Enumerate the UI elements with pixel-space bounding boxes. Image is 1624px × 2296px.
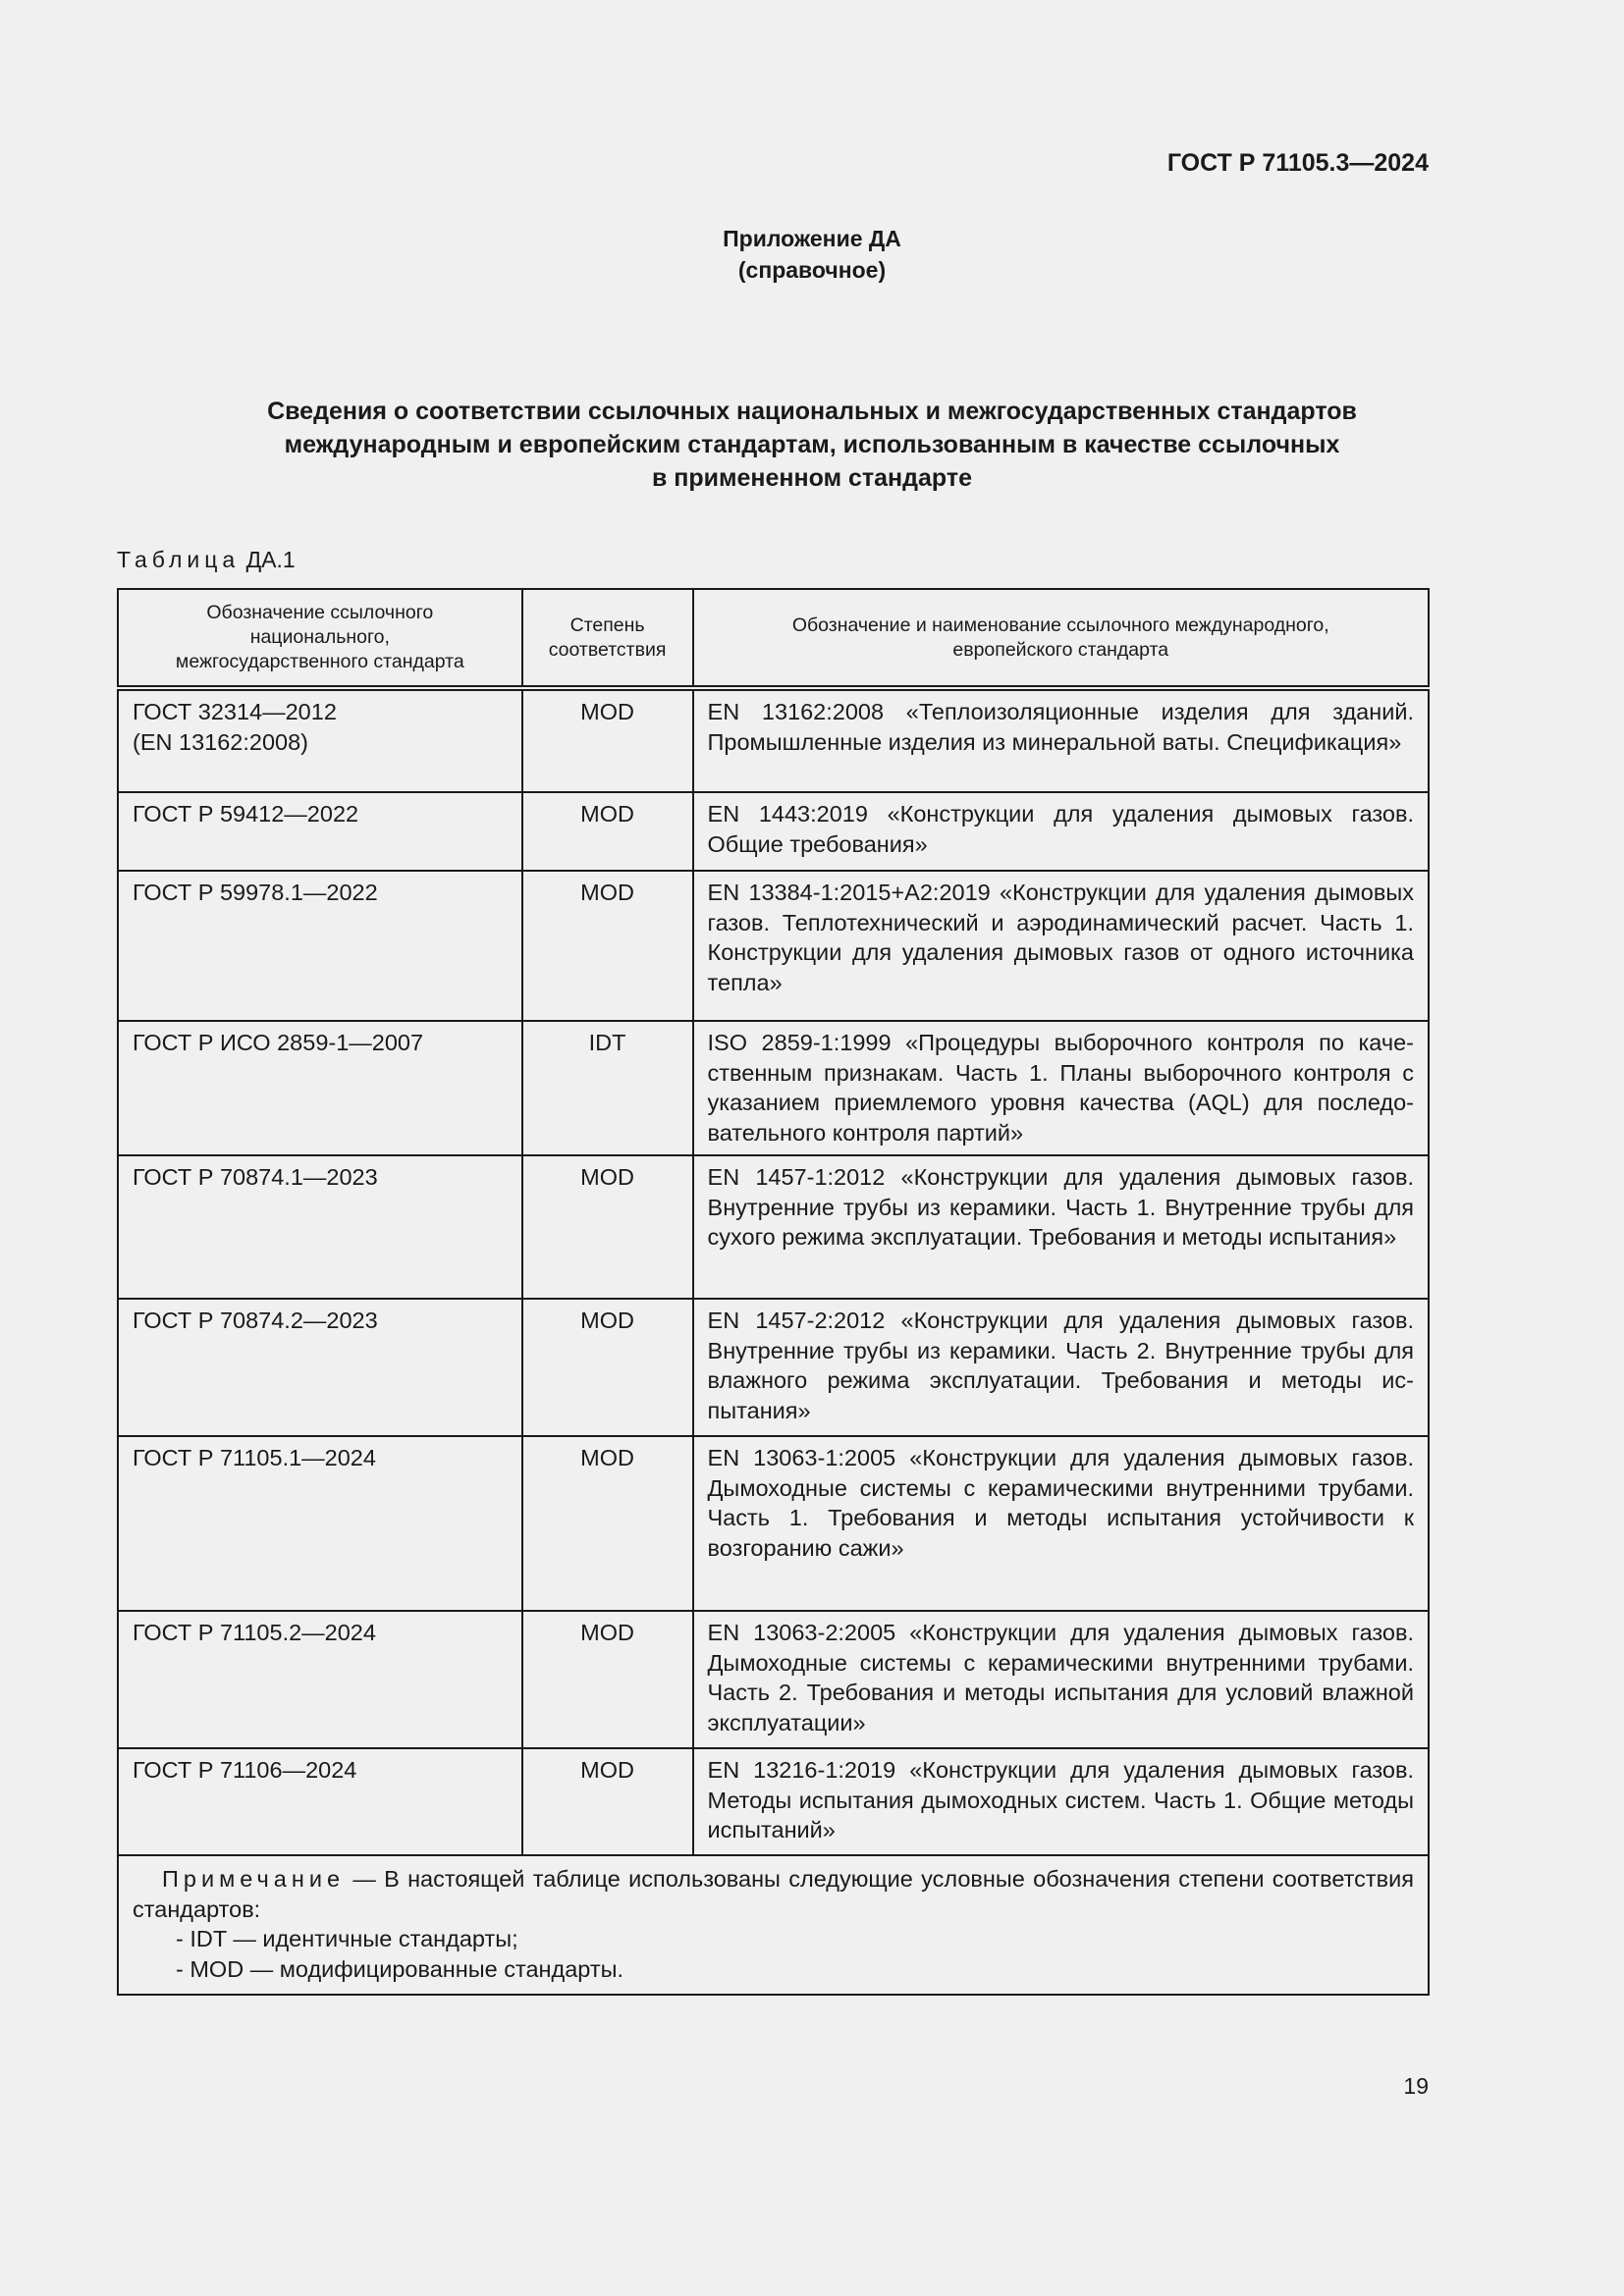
national-code: ГОСТ Р 70874.1—2023 xyxy=(133,1164,378,1190)
note-text: — В настоящей таблице использованы следу… xyxy=(133,1866,1414,1922)
degree-of-correspondence: MOD xyxy=(520,1610,694,1749)
international-standard: EN 1443:2019 «Конструкции для удаления д… xyxy=(691,791,1431,872)
international-standard: EN 1457-2:2012 «Конструкции для удаления… xyxy=(691,1298,1431,1437)
heading-line: в примененном стандарте xyxy=(651,464,973,492)
national-code-equivalent: (EN 13162:2008) xyxy=(133,728,308,755)
note-lead: Примечание xyxy=(162,1866,346,1892)
international-standard: EN 1457-1:2012 «Конструкции для удаления… xyxy=(691,1154,1431,1300)
national-code: ГОСТ 32314—2012 xyxy=(133,699,337,724)
table-row: ГОСТ Р 59412—2022 MOD EN 1443:2019 «Констр… xyxy=(117,791,1431,872)
table-row: ГОСТ Р 70874.1—2023 MOD EN 1457-1:2012 «Ко… xyxy=(117,1154,1431,1300)
international-standard: EN 13216-1:2019 «Конструкции для удалени… xyxy=(691,1747,1431,1856)
national-code: ГОСТ Р 71106—2024 xyxy=(133,1757,357,1783)
table-row: ГОСТ Р 71105.1—2024 MOD EN 13063-1:2005 «К… xyxy=(117,1435,1431,1612)
national-standard: ГОСТ Р 59412—2022 xyxy=(117,791,523,872)
degree-of-correspondence: MOD xyxy=(520,1747,694,1856)
degree-of-correspondence: IDT xyxy=(520,1020,694,1156)
international-standard: EN 13162:2008 «Теплоизоляционные изделия… xyxy=(691,687,1431,793)
section-heading: Сведения о соответствии ссылочных национ… xyxy=(0,395,1624,495)
table-row: ГОСТ 32314—2012 (EN 13162:2008) MOD EN 1316… xyxy=(117,687,1431,793)
column-header-degree: Степень соответствия xyxy=(520,588,694,691)
table-row: ГОСТ Р ИСО 2859-1—2007 IDT ISO 2859-1:1999… xyxy=(117,1020,1431,1156)
degree-of-correspondence: MOD xyxy=(520,1154,694,1300)
international-standard: EN 13063-2:2005 «Конструкции для удалени… xyxy=(691,1610,1431,1749)
column-header-national: Обозначение ссылочного национального, ме… xyxy=(117,588,523,691)
international-standard: EN 13384-1:2015+A2:2019 «Конструкции для… xyxy=(691,870,1431,1022)
table-note-row: Примечание — В настоящей таблице использ… xyxy=(117,1854,1430,1996)
national-standard: ГОСТ Р 71105.2—2024 xyxy=(117,1610,523,1749)
table-label-number: ДА.1 xyxy=(245,547,296,572)
table-header-row: Обозначение ссылочного национального, ме… xyxy=(117,588,1431,691)
degree-of-correspondence: MOD xyxy=(520,870,694,1022)
table-note: Примечание — В настоящей таблице использ… xyxy=(117,1854,1430,1996)
national-code: ГОСТ Р 59412—2022 xyxy=(133,801,359,827)
national-code: ГОСТ Р 59978.1—2022 xyxy=(133,880,378,905)
table-row: ГОСТ Р 71106—2024 MOD EN 13216-1:2019 «Кон… xyxy=(117,1747,1431,1856)
national-standard: ГОСТ Р 71106—2024 xyxy=(117,1747,523,1856)
annex-type: (справочное) xyxy=(737,257,887,283)
table-label-prefix: Таблица xyxy=(117,547,241,572)
page-number: 19 xyxy=(1403,2073,1429,2099)
national-standard: ГОСТ Р ИСО 2859-1—2007 xyxy=(117,1020,523,1156)
degree-of-correspondence: MOD xyxy=(520,1435,694,1612)
degree-of-correspondence: MOD xyxy=(520,687,694,793)
national-code: ГОСТ Р 70874.2—2023 xyxy=(133,1308,378,1333)
national-code: ГОСТ Р ИСО 2859-1—2007 xyxy=(133,1030,424,1055)
table-row: ГОСТ Р 59978.1—2022 MOD EN 13384-1:2015+A2… xyxy=(117,870,1431,1022)
degree-of-correspondence: MOD xyxy=(520,791,694,872)
national-code: ГОСТ Р 71105.2—2024 xyxy=(133,1620,376,1645)
document-code: ГОСТ Р 71105.3—2024 xyxy=(1166,149,1429,177)
heading-line: международным и европейским стандартам, … xyxy=(284,431,1340,458)
column-header-international: Обозначение и наименование ссылочного ме… xyxy=(691,588,1431,691)
degree-of-correspondence: MOD xyxy=(520,1298,694,1437)
table-row: ГОСТ Р 71105.2—2024 MOD EN 13063-2:2005 «К… xyxy=(117,1610,1431,1749)
national-standard: ГОСТ 32314—2012 (EN 13162:2008) xyxy=(117,687,523,793)
heading-line: Сведения о соответствии ссылочных национ… xyxy=(267,398,1357,425)
international-standard: ISO 2859-1:1999 «Процедуры выборочного к… xyxy=(691,1020,1431,1156)
national-code: ГОСТ Р 71105.1—2024 xyxy=(133,1445,376,1470)
national-standard: ГОСТ Р 59978.1—2022 xyxy=(117,870,523,1022)
national-standard: ГОСТ Р 71105.1—2024 xyxy=(117,1435,523,1612)
table-label: Таблица ДА.1 xyxy=(117,547,296,573)
annex-title: Приложение ДА xyxy=(723,226,901,251)
national-standard: ГОСТ Р 70874.1—2023 xyxy=(117,1154,523,1300)
national-standard: ГОСТ Р 70874.2—2023 xyxy=(117,1298,523,1437)
note-item: - IDT — идентичные стандарты; xyxy=(176,1926,518,1951)
table-row: ГОСТ Р 70874.2—2023 MOD EN 1457-2:2012 «Ко… xyxy=(117,1298,1431,1437)
note-item: - MOD — модифицированные стандарты. xyxy=(176,1955,624,1982)
standards-table: Обозначение ссылочного национального, ме… xyxy=(117,588,1431,1996)
international-standard: EN 13063-1:2005 «Конструкции для удалени… xyxy=(691,1435,1431,1612)
